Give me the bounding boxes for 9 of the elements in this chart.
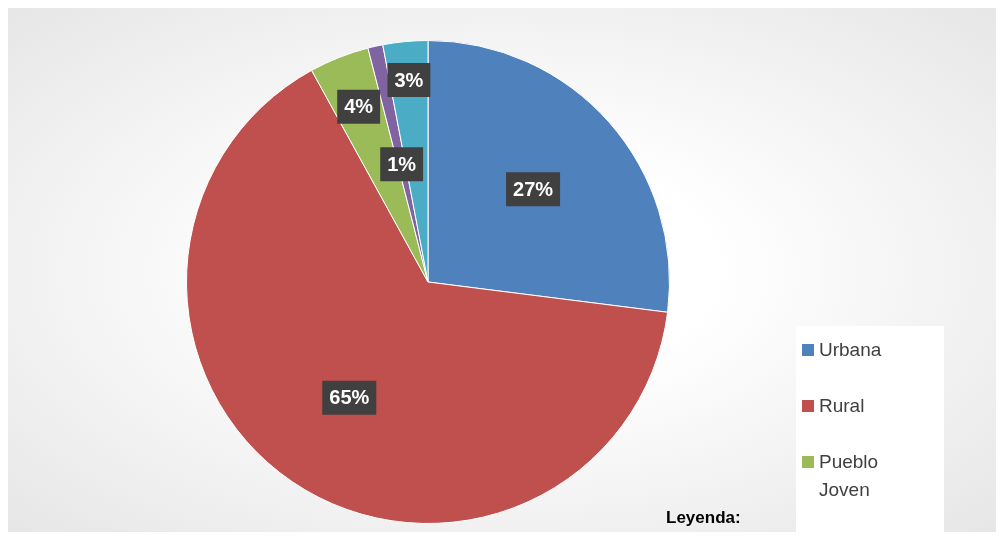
data-label: 27% xyxy=(513,177,554,200)
data-label: 4% xyxy=(344,95,374,118)
legend-title: Leyenda: xyxy=(666,508,741,528)
data-label: 65% xyxy=(329,386,370,409)
legend-label: Pueblo Joven xyxy=(819,450,880,502)
slice-label: Rural xyxy=(819,394,866,418)
data-label: 3% xyxy=(394,68,424,91)
data-label: 1% xyxy=(387,152,417,175)
legend-label: Urbana xyxy=(819,338,883,362)
